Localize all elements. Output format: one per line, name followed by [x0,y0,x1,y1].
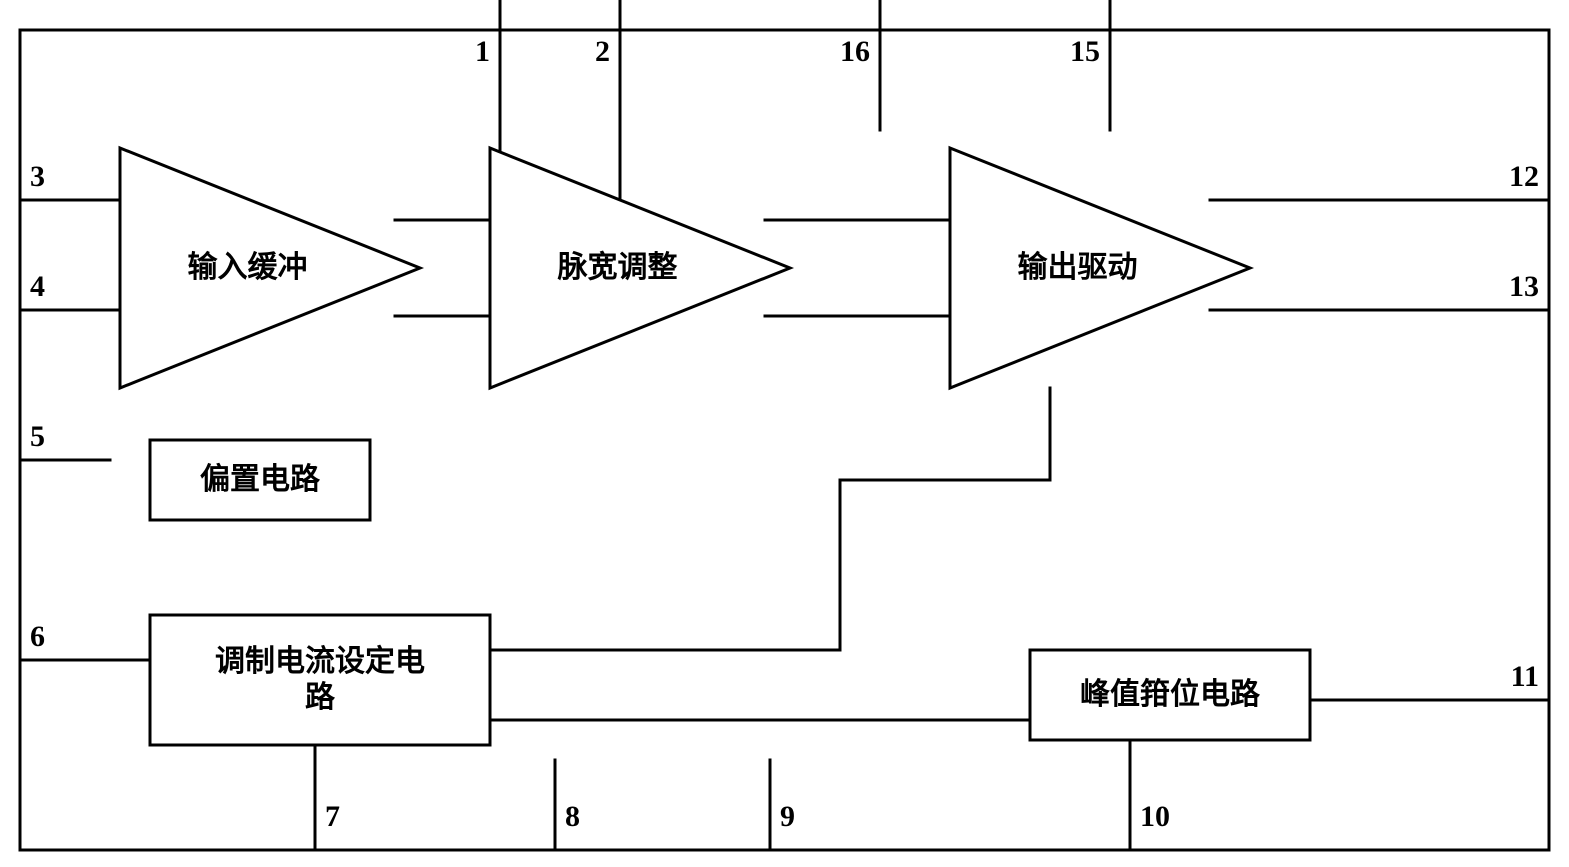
output_drive-label: 输出驱动 [995,250,1160,286]
bias-label-line0: 偏置电路 [150,462,370,498]
mod_current-label-line1: 路 [150,680,490,716]
peak_clamp-label-line0: 峰值箝位电路 [1030,677,1310,713]
diagram-svg [0,0,1569,867]
mod_current-label-line0: 调制电流设定电 [150,644,490,680]
pulse_width-label: 脉宽调整 [535,250,700,286]
diagram-stage: 123456789101112131516输入缓冲脉宽调整输出驱动偏置电路调制电… [0,0,1569,867]
input_buffer-label: 输入缓冲 [165,250,330,286]
